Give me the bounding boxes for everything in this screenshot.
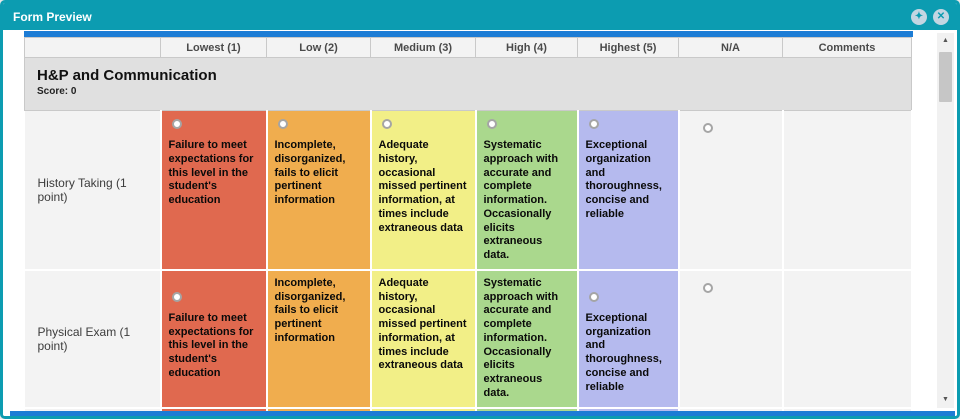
- rating-text: Incomplete, disorganized, fails to elici…: [274, 276, 346, 344]
- rating-text: Failure to meet expectations for this le…: [168, 311, 254, 379]
- cell-high: Systematic approach with accurate and co…: [475, 269, 579, 409]
- scroll-down-icon[interactable]: ▼: [942, 396, 949, 403]
- cell-low: Incomplete, disorganized, fails to elici…: [266, 110, 372, 271]
- section-title: H&P and Communication: [37, 67, 217, 84]
- rating-text: Incomplete, disorganized, fails to elici…: [274, 139, 346, 206]
- radio-medium[interactable]: [381, 119, 392, 129]
- dialog-titlebar[interactable]: Form Preview ✦ ✕: [3, 3, 957, 30]
- row-label: History Taking (1 point): [24, 110, 162, 271]
- column-header-high: High (4): [475, 37, 578, 58]
- rating-text: Adequate history, occasional missed pert…: [378, 139, 467, 234]
- cell-comments: [782, 110, 913, 271]
- column-header-highest: Highest (5): [577, 37, 679, 58]
- column-header-blank: [24, 37, 161, 58]
- rubric-table: Lowest (1) Low (2) Medium (3) High (4) H…: [24, 37, 913, 416]
- rating-text: Systematic approach with accurate and co…: [483, 139, 559, 261]
- bottom-divider: [10, 411, 955, 416]
- scrollbar-thumb[interactable]: [939, 52, 952, 102]
- popout-icon[interactable]: ✦: [911, 8, 927, 25]
- cell-comments: [782, 269, 913, 409]
- rating-text: Failure to meet expectations for this le…: [168, 139, 254, 206]
- section-score: Score: 0: [37, 86, 77, 97]
- top-divider: [24, 31, 913, 37]
- dialog-title: Form Preview: [13, 9, 92, 24]
- cell-na: [678, 110, 784, 271]
- column-header-comments: Comments: [782, 37, 912, 58]
- column-header-medium: Medium (3): [370, 37, 476, 58]
- cell-low: Incomplete, disorganized, fails to elici…: [266, 269, 372, 409]
- column-header-lowest: Lowest (1): [160, 37, 267, 58]
- radio-lowest[interactable]: [171, 119, 182, 129]
- radio-lowest[interactable]: [171, 291, 182, 302]
- rating-text: Exceptional organization and thoroughnes…: [585, 311, 662, 393]
- rating-text: Systematic approach with accurate and co…: [483, 276, 559, 399]
- radio-highest[interactable]: [588, 291, 599, 302]
- cell-lowest: Failure to meet expectations for this le…: [160, 269, 268, 409]
- cell-highest: Exceptional organization and thoroughnes…: [577, 269, 680, 409]
- rating-text: Exceptional organization and thoroughnes…: [585, 139, 662, 220]
- radio-high[interactable]: [486, 119, 497, 129]
- row-label: Physical Exam (1 point): [24, 269, 162, 409]
- radio-highest[interactable]: [588, 119, 599, 129]
- vertical-scrollbar[interactable]: ▲ ▼: [937, 33, 954, 408]
- rubric-header-row: Lowest (1) Low (2) Medium (3) High (4) H…: [24, 37, 912, 58]
- scroll-up-icon[interactable]: ▲: [942, 37, 949, 44]
- column-header-na: N/A: [678, 37, 783, 58]
- rubric-row-physical-exam: Physical Exam (1 point) Failure to meet …: [24, 269, 913, 409]
- radio-na[interactable]: [702, 123, 713, 133]
- rating-text: Adequate history, occasional missed pert…: [378, 276, 467, 372]
- cell-high: Systematic approach with accurate and co…: [475, 110, 579, 271]
- cell-medium: Adequate history, occasional missed pert…: [370, 110, 477, 271]
- column-header-low: Low (2): [266, 37, 371, 58]
- rubric-row-history-taking: History Taking (1 point) Failure to meet…: [24, 110, 913, 271]
- cell-na: [678, 269, 784, 409]
- cell-medium: Adequate history, occasional missed pert…: [370, 269, 477, 409]
- cell-lowest: Failure to meet expectations for this le…: [160, 110, 268, 271]
- close-icon[interactable]: ✕: [933, 8, 949, 25]
- section-header-row: H&P and Communication Score: 0: [24, 57, 912, 111]
- radio-na[interactable]: [702, 282, 713, 293]
- radio-low[interactable]: [277, 119, 288, 129]
- cell-highest: Exceptional organization and thoroughnes…: [577, 110, 680, 271]
- dialog-content: Lowest (1) Low (2) Medium (3) High (4) H…: [3, 30, 957, 416]
